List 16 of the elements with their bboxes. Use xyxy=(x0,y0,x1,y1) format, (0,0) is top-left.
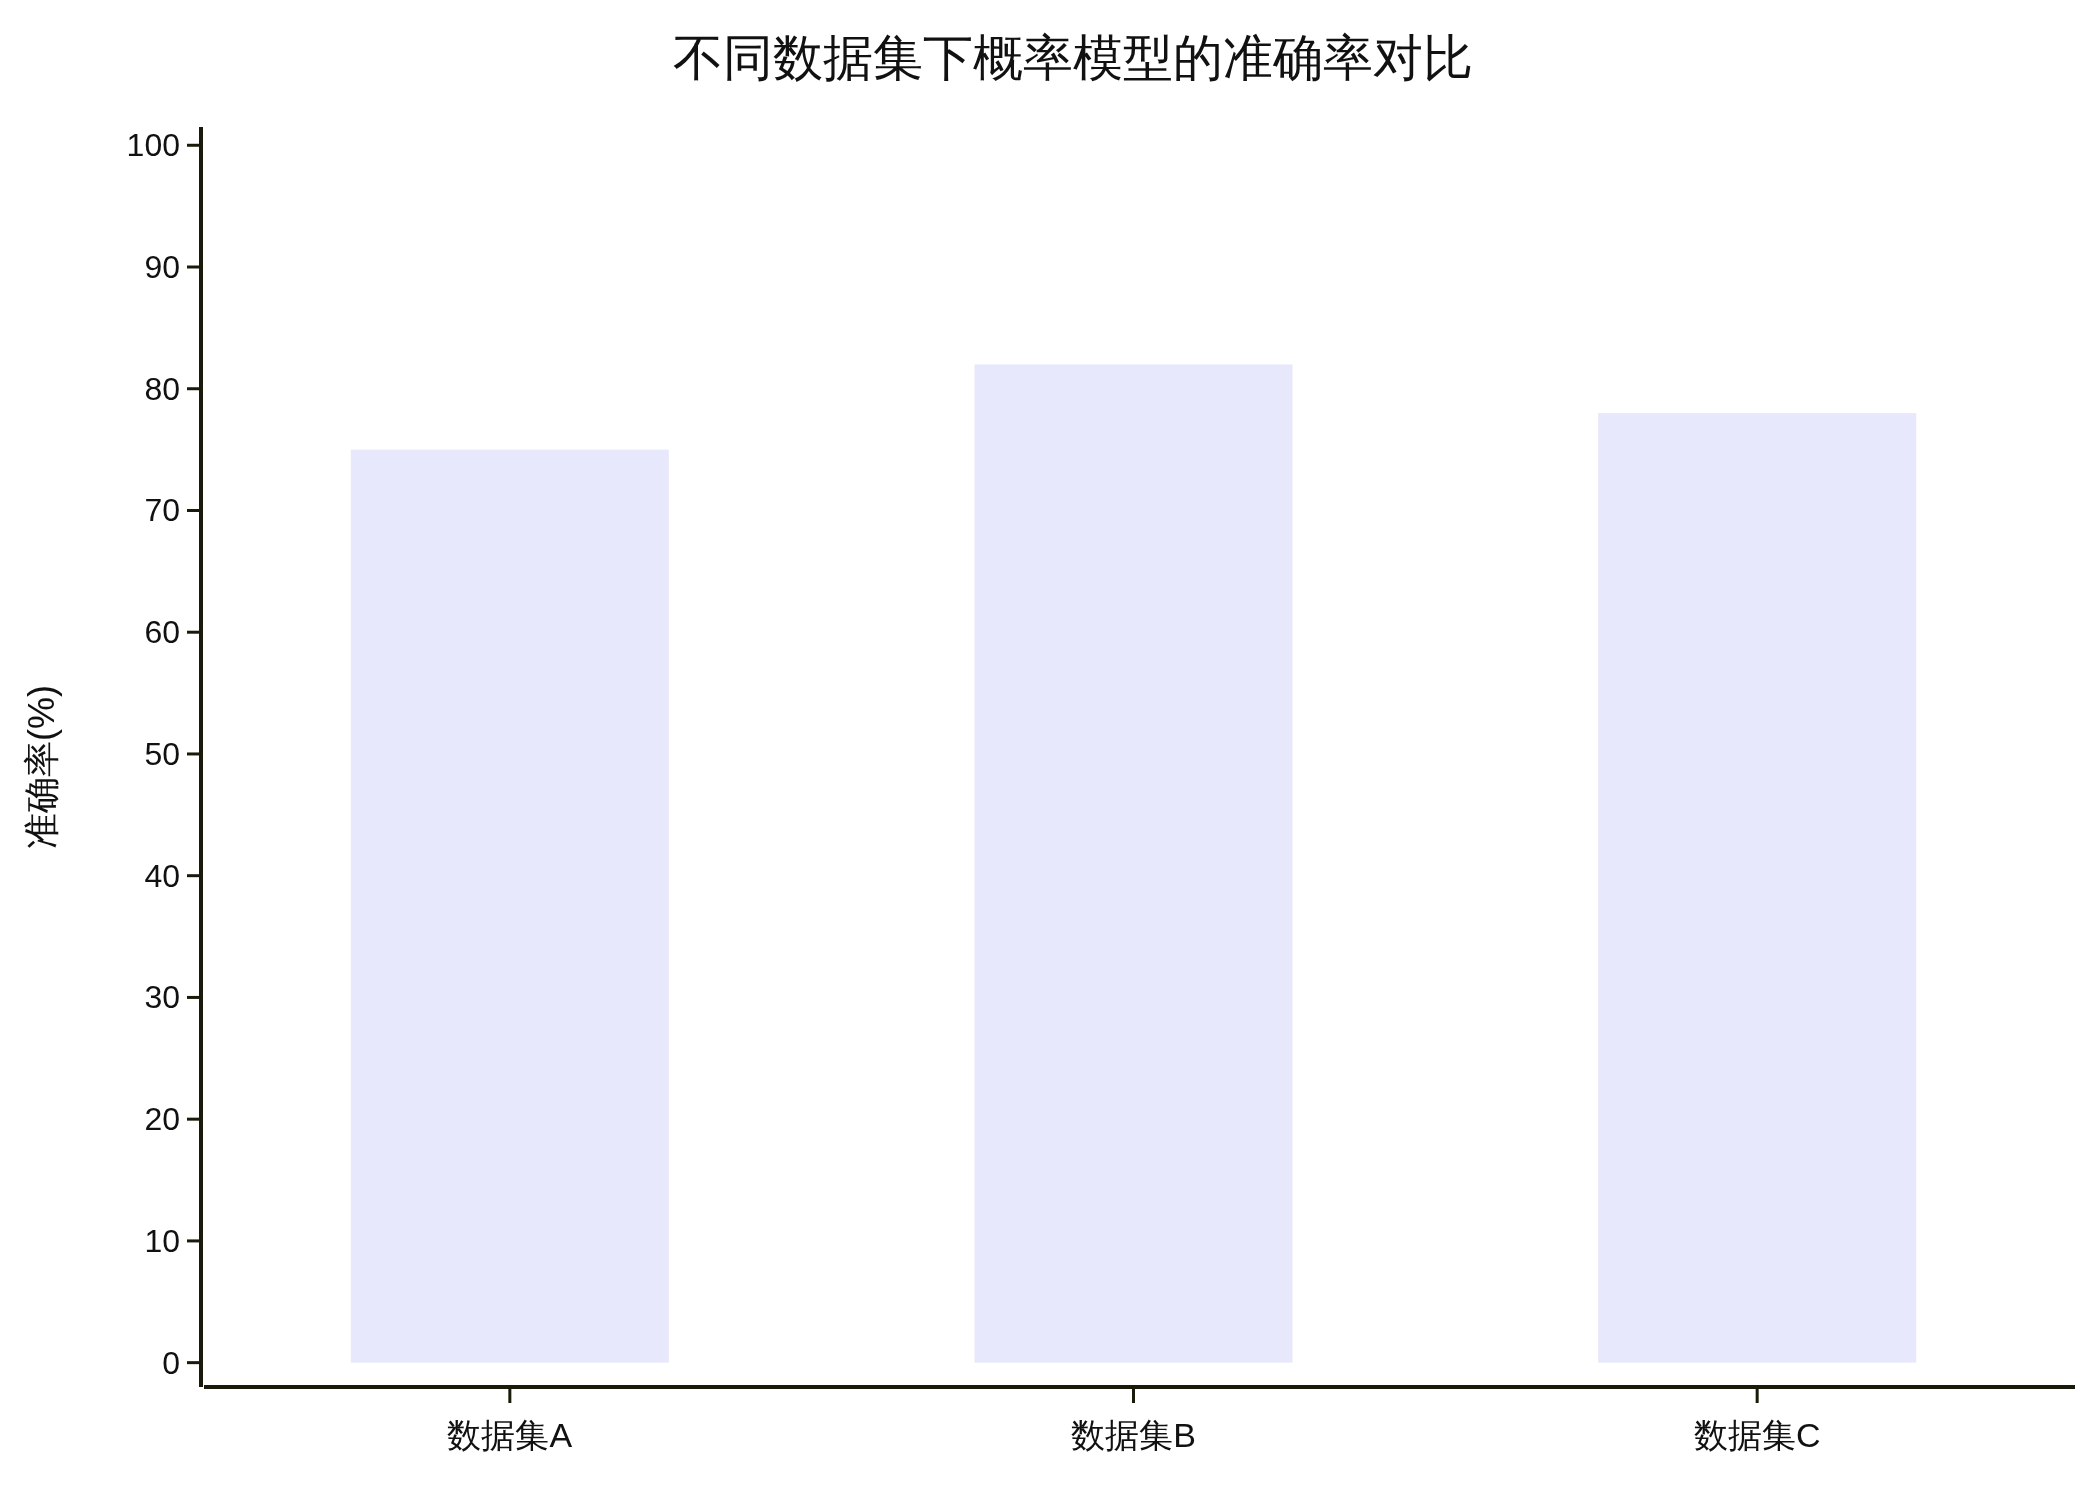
y-tick-label: 50 xyxy=(144,735,180,772)
y-tick-label: 0 xyxy=(162,1344,180,1381)
x-tick-label: 数据集B xyxy=(1071,1416,1196,1454)
chart-title: 不同数据集下概率模型的准确率对比 xyxy=(673,30,1473,86)
y-tick-label: 100 xyxy=(126,127,180,164)
y-tick-label: 90 xyxy=(144,249,180,285)
y-tick-label: 40 xyxy=(144,857,180,894)
y-tick-label: 70 xyxy=(144,492,180,529)
y-tick-label: 30 xyxy=(144,979,180,1016)
y-tick-label: 80 xyxy=(144,370,180,407)
y-tick-label: 60 xyxy=(144,614,180,651)
y-tick-label: 10 xyxy=(144,1222,180,1259)
x-tick-label: 数据集A xyxy=(447,1416,573,1454)
x-tick-label: 数据集C xyxy=(1693,1416,1821,1454)
y-tick-label: 20 xyxy=(144,1101,180,1138)
y-axis-title: 准确率(%) xyxy=(21,685,62,849)
